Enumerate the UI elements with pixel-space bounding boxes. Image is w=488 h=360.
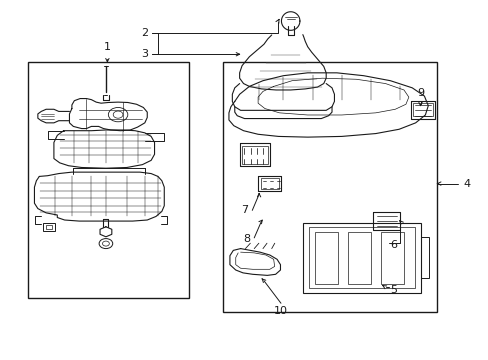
Bar (46, 225, 52, 229)
Bar (222, 62, 436, 312)
Text: 6: 6 (389, 240, 397, 250)
Text: 7: 7 (241, 205, 248, 215)
Bar (28, 62, 188, 298)
Text: 10: 10 (273, 306, 287, 316)
Bar (308, 227, 414, 288)
Bar (412, 103, 432, 116)
Bar (380, 232, 404, 284)
Text: 9: 9 (416, 88, 423, 98)
Bar (347, 232, 371, 284)
Text: 5: 5 (389, 285, 397, 295)
Bar (43, 223, 55, 231)
Bar (260, 178, 279, 189)
Text: 4: 4 (462, 179, 469, 189)
Bar (314, 232, 338, 284)
Text: 3: 3 (141, 49, 148, 59)
Bar (302, 223, 420, 293)
Bar (242, 146, 267, 163)
Bar (420, 237, 428, 278)
Text: 8: 8 (243, 234, 250, 244)
Text: 2: 2 (141, 28, 148, 38)
Text: 1: 1 (103, 42, 111, 52)
